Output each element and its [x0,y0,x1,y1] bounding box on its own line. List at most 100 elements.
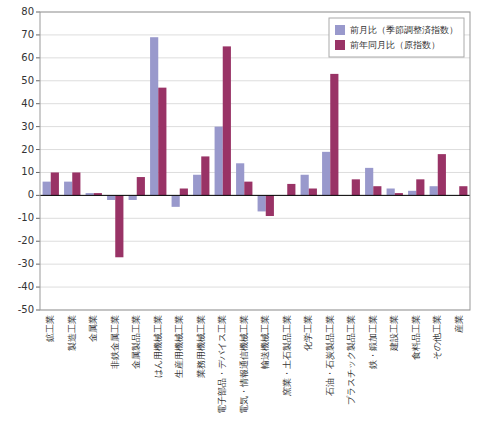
x-tick-label: 金属業 [88,315,98,342]
y-tick [36,80,40,81]
grid [40,12,470,310]
legend: 前月比（季節調整済指数） 前年同月比（原指数） [329,18,464,57]
y-tick [36,103,40,104]
bar [137,177,145,195]
bar [158,88,166,196]
grid-line [40,287,470,288]
x-tick-label: 輸送機械工業 [260,315,270,369]
y-tick-label: 70 [21,29,34,40]
legend-label: 前月比（季節調整済指数） [350,25,458,35]
x-tick-label: 石油・石炭製品工業 [325,315,335,396]
bar [107,195,115,200]
x-tick-label: 金属製品工業 [131,315,141,369]
bar [352,179,360,195]
bar [408,191,416,196]
bar [309,189,317,196]
grid-line [40,172,470,173]
y-tick [36,12,40,13]
x-tick-label: 鉄・鍛加工業 [368,315,378,369]
bar [387,189,395,196]
legend-box [329,18,464,57]
bar [459,186,467,195]
y-tick [36,126,40,127]
bar [64,182,72,196]
y-tick-label: 80 [21,6,34,17]
y-tick [36,310,40,311]
bar [236,163,244,195]
grid-line [40,218,470,219]
bar [201,156,209,195]
bar [193,175,201,196]
grid-line [40,80,470,81]
bar [172,195,180,206]
y-tick [36,218,40,219]
y-tick [36,287,40,288]
grid-line [40,264,470,265]
bar [150,37,158,195]
x-axis: 鉱工業 製造工業 金属業 非鉄金属工業 金属製品工業 はん用機械工業 生産用機械工業 業務用機… [45,315,464,414]
x-tick-label: 窯業・土石製品工業 [282,315,292,396]
bar [373,186,381,195]
y-tick-label: -50 [18,304,34,315]
y-tick [36,149,40,150]
x-tick-label: はん用機械工業 [153,315,163,378]
y-tick [36,57,40,58]
grid-line [40,195,470,196]
x-tick-label: 製造工業 [67,315,77,351]
x-tick-label: その他工業 [432,315,442,360]
x-tick-label: 生産用機械工業 [174,315,184,378]
bar [129,195,137,200]
y-tick [36,241,40,242]
y-tick-label: -40 [18,281,34,292]
bar [215,127,223,196]
y-tick [36,264,40,265]
legend-swatch [335,40,345,50]
bar [365,168,373,196]
bar [438,154,446,195]
bar [322,152,330,196]
bar [258,195,266,211]
legend-label: 前年同月比（原指数） [350,40,440,50]
chart: -50-40-30-20-1001020304050607080鉱工業製造工業金… [0,0,480,430]
x-tick-label: 非鉄金属工業 [110,315,120,369]
grid-line [40,103,470,104]
x-tick-label: 化学工業 [303,315,313,351]
y-tick-label: 10 [21,166,34,177]
x-tick-label: 食料品工業 [411,315,421,360]
y-tick-label: 60 [21,52,34,63]
bar [51,172,59,195]
bar [301,175,309,196]
bar [266,195,274,216]
y-tick-label: 0 [28,189,34,200]
y-axis: -50-40-30-20-1001020304050607080 [18,6,40,315]
y-tick-label: 20 [21,144,34,155]
y-tick-label: 40 [21,98,34,109]
y-tick-label: 50 [21,75,34,86]
bar [416,179,424,195]
grid-line [40,149,470,150]
grid-line [40,241,470,242]
bar [330,74,338,195]
y-tick [36,195,40,196]
bar [72,172,80,195]
bar [180,189,188,196]
x-tick-label: 鉱工業 [45,315,55,342]
y-tick [36,172,40,173]
x-tick-label: 建設工業 [389,315,399,352]
x-tick-label: プラスチック製品工業 [346,315,356,405]
zero-line [40,195,470,196]
y-tick [36,34,40,35]
legend-swatch [335,25,345,35]
bar [430,186,438,195]
bars [43,37,468,257]
bar [244,182,252,196]
grid-line [40,126,470,127]
y-tick-label: -20 [18,235,34,246]
x-tick-label: 業務用機械工業 [196,315,206,378]
y-tick-label: -30 [18,258,34,269]
x-tick-label: 産業 [454,315,464,333]
bar [43,182,51,196]
y-tick-label: 30 [21,121,34,132]
bar [115,195,123,257]
x-tick-label: 電子部品・デバイス工業 [217,315,227,414]
